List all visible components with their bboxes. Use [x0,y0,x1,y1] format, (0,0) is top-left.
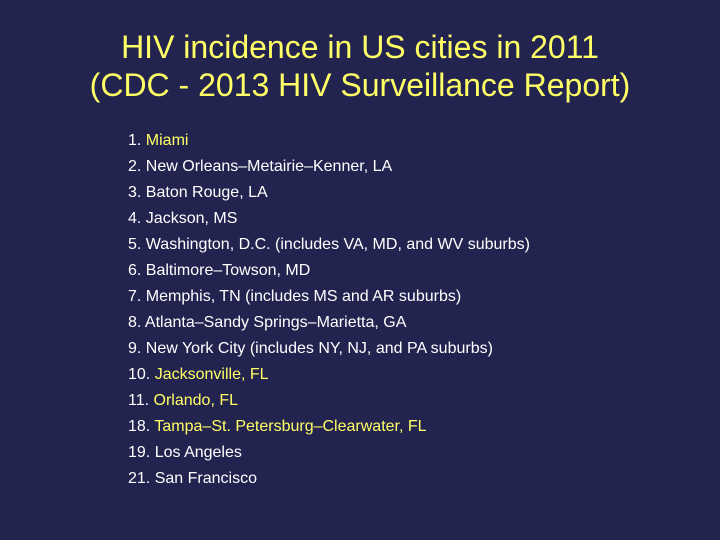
list-item: 7. Memphis, TN (includes MS and AR subur… [128,284,530,310]
city-name: New York City (includes NY, NJ, and PA s… [145,340,493,357]
city-name: Jackson, MS [145,210,238,227]
city-rank: 7. [128,288,142,305]
city-name: Washington, D.C. (includes VA, MD, and W… [145,236,530,253]
list-item: 4. Jackson, MS [128,206,530,232]
city-name: Miami [145,132,189,149]
city-rank: 5. [128,236,142,253]
city-rank: 2. [128,158,142,175]
city-rank: 6. [128,262,142,279]
list-item: 6. Baltimore–Towson, MD [128,258,530,284]
slide-title-line-1: HIV incidence in US cities in 2011 [121,29,599,65]
list-item: 19. Los Angeles [128,440,530,466]
city-rank: 8. [128,314,142,331]
city-ranking-list: 1. Miami 2. New Orleans–Metairie–Kenner, … [128,128,530,492]
city-name: Orlando, FL [153,392,238,409]
list-item: 5. Washington, D.C. (includes VA, MD, an… [128,232,530,258]
slide-title-line-2: (CDC - 2013 HIV Surveillance Report) [89,67,631,103]
city-name: Atlanta–Sandy Springs–Marietta, GA [144,314,407,331]
list-item: 3. Baton Rouge, LA [128,180,530,206]
city-name: Memphis, TN (includes MS and AR suburbs) [145,288,462,305]
city-rank: 18. [128,418,151,435]
city-name: Baltimore–Towson, MD [145,262,311,279]
list-item: 21. San Francisco [128,466,530,492]
list-item: 18. Tampa–St. Petersburg–Clearwater, FL [128,414,530,440]
list-item: 1. Miami [128,128,530,154]
city-rank: 3. [128,184,142,201]
list-item: 8. Atlanta–Sandy Springs–Marietta, GA [128,310,530,336]
list-item: 11. Orlando, FL [128,388,530,414]
city-rank: 4. [128,210,142,227]
city-name: Los Angeles [154,444,242,461]
city-rank: 19. [128,444,151,461]
slide-title: HIV incidence in US cities in 2011 (CDC … [0,28,720,104]
city-name: New Orleans–Metairie–Kenner, LA [145,158,393,175]
list-item: 9. New York City (includes NY, NJ, and P… [128,336,530,362]
city-rank: 21. [128,470,151,487]
list-item: 10. Jacksonville, FL [128,362,530,388]
city-rank: 1. [128,132,142,149]
city-name: Jacksonville, FL [154,366,269,383]
city-rank: 11. [128,392,150,409]
city-rank: 9. [128,340,142,357]
city-name: Baton Rouge, LA [145,184,268,201]
city-name: San Francisco [154,470,257,487]
city-rank: 10. [128,366,151,383]
list-item: 2. New Orleans–Metairie–Kenner, LA [128,154,530,180]
city-name: Tampa–St. Petersburg–Clearwater, FL [154,418,427,435]
